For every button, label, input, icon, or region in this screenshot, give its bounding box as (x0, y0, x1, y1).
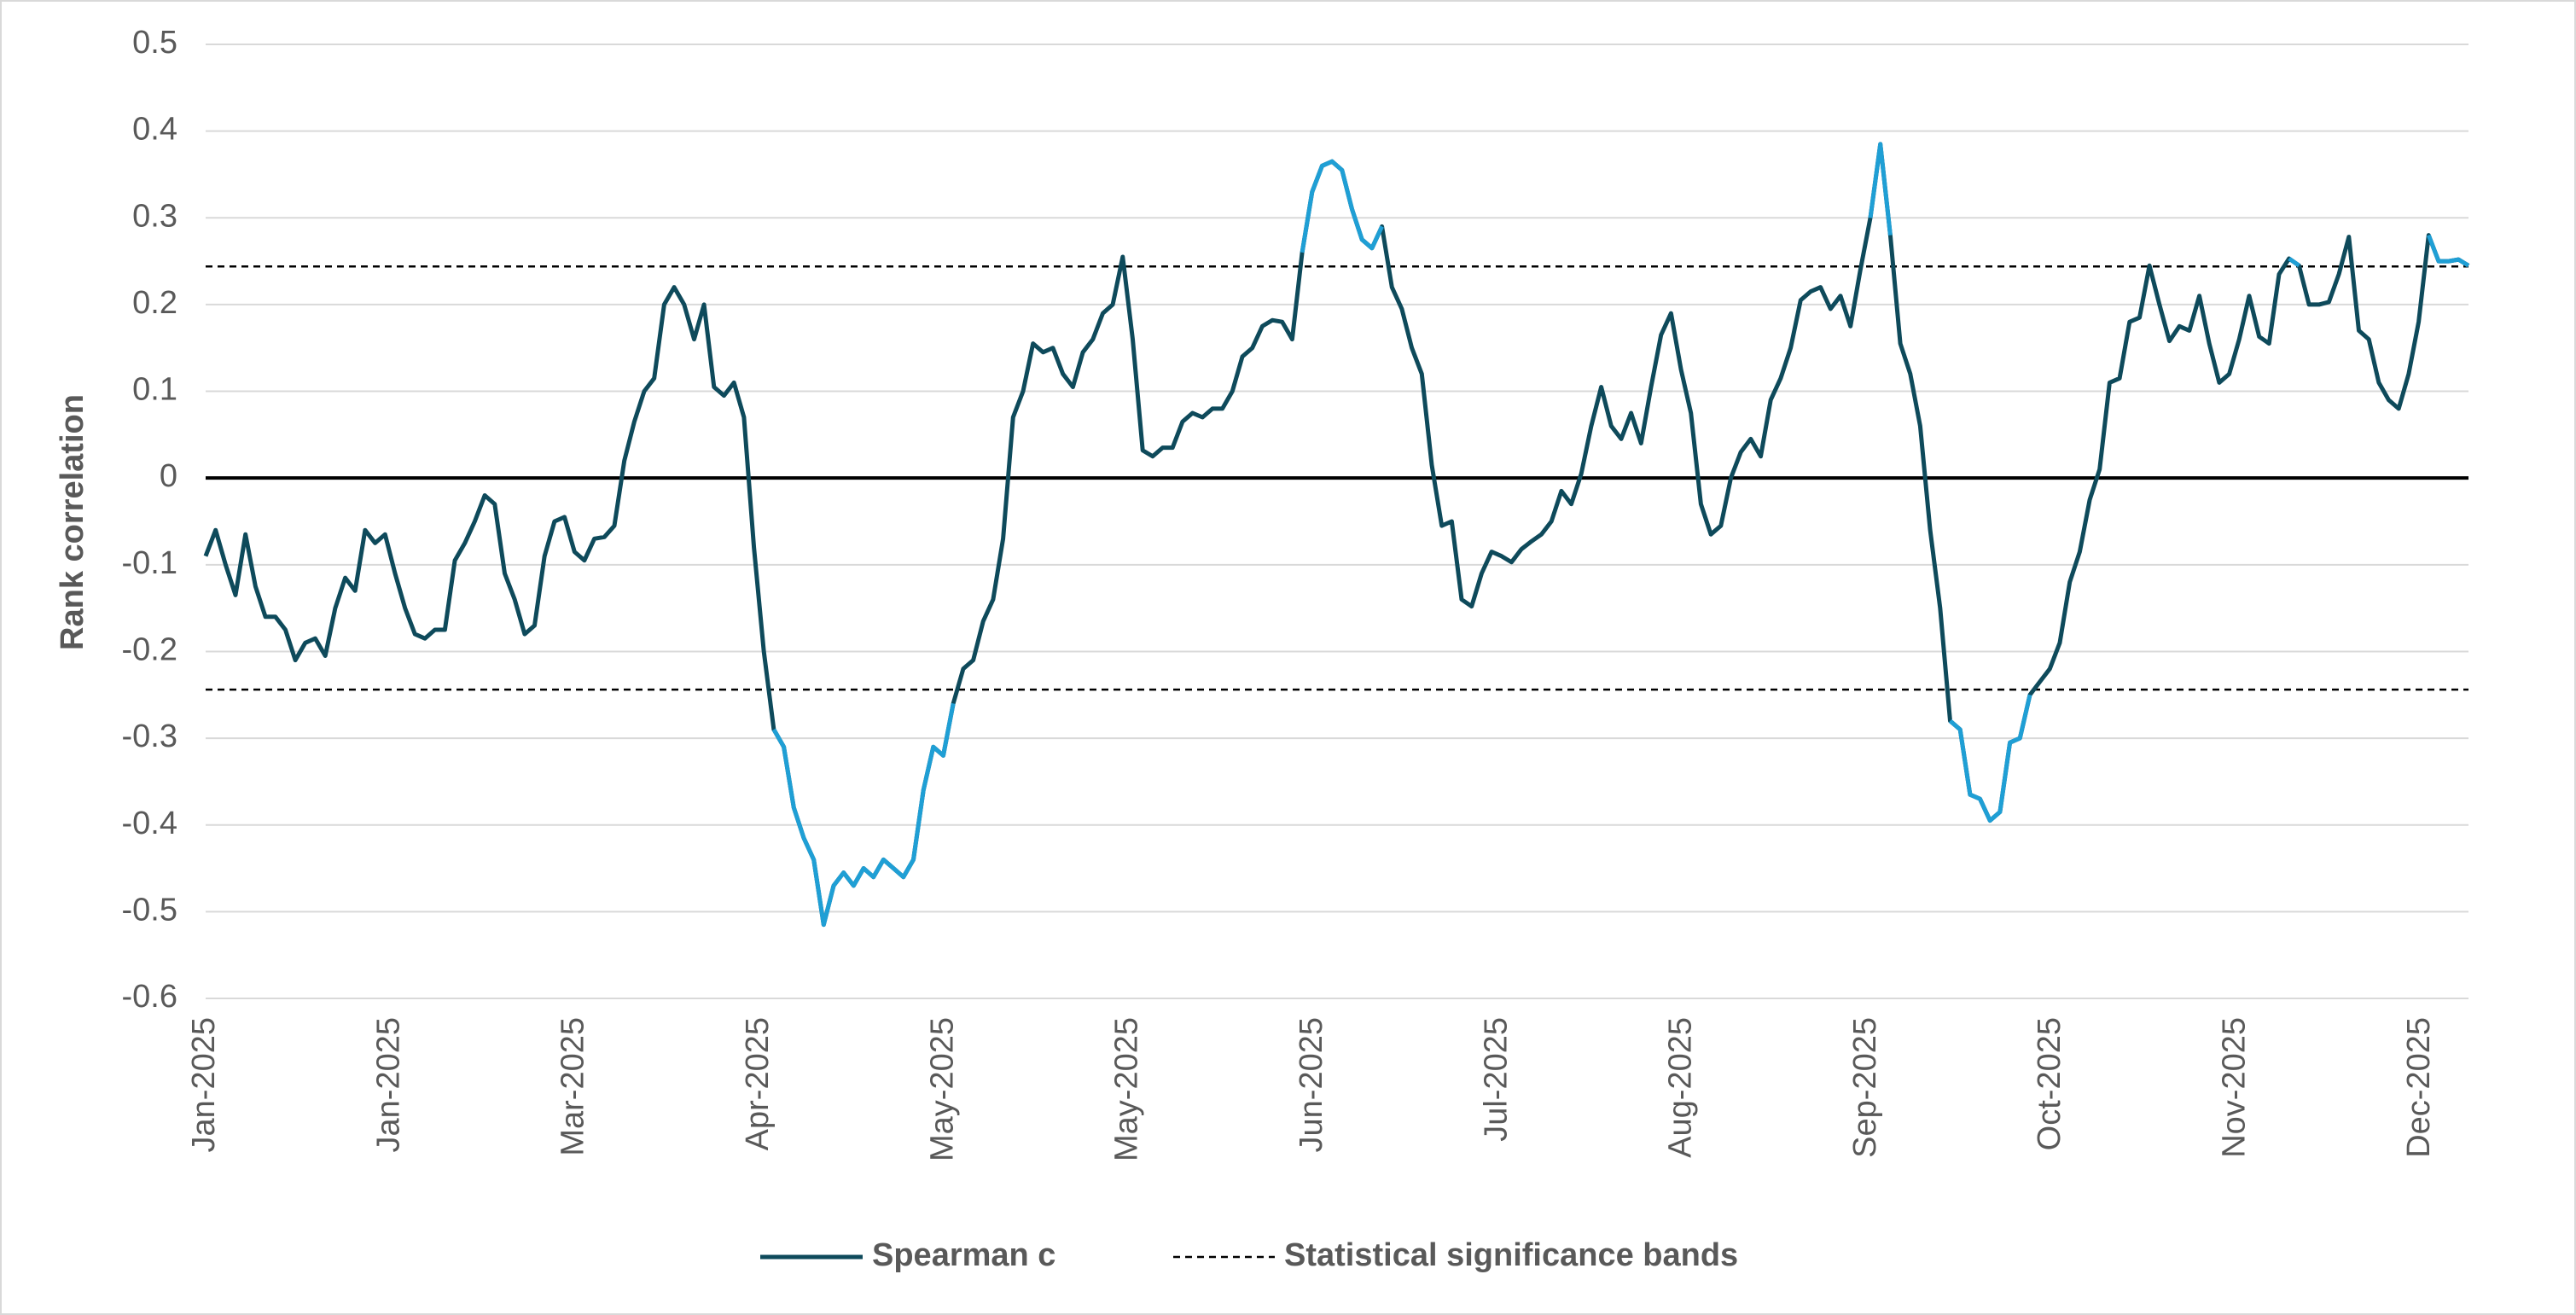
x-tick-label: May-2025 (1109, 1017, 1145, 1161)
x-tick-label: Oct-2025 (2032, 1017, 2067, 1150)
significant-segment (1300, 159, 1384, 253)
x-tick-label: Aug-2025 (1663, 1017, 1699, 1158)
legend-label: Statistical significance bands (1284, 1237, 1738, 1273)
significant-segment (2426, 234, 2470, 268)
significant-segment (771, 702, 956, 928)
significant-segment (1868, 142, 1893, 236)
x-tick-label: Nov-2025 (2217, 1017, 2253, 1158)
y-axis-title: Rank correlation (55, 394, 90, 650)
y-tick-label: -0.1 (122, 545, 177, 581)
y-tick-label: -0.6 (122, 979, 177, 1015)
significant-segment (2288, 256, 2300, 268)
y-tick-label: 0 (160, 458, 177, 494)
x-tick-label: Sep-2025 (1847, 1017, 1883, 1158)
y-tick-label: 0.3 (132, 198, 177, 234)
y-tick-label: -0.4 (122, 806, 177, 841)
y-tick-label: 0.4 (132, 112, 177, 148)
legend-label: Spearman c (872, 1237, 1055, 1273)
y-tick-label: 0.2 (132, 285, 177, 321)
y-tick-label: 0.1 (132, 372, 177, 408)
y-tick-label: -0.5 (122, 892, 177, 928)
y-tick-label: 0.5 (132, 25, 177, 61)
x-tick-label: May-2025 (924, 1017, 960, 1161)
significant-segment (1948, 694, 2032, 823)
y-tick-label: -0.3 (122, 719, 177, 754)
y-tick-label: -0.2 (122, 631, 177, 667)
x-tick-label: Apr-2025 (740, 1017, 776, 1150)
x-tick-label: Dec-2025 (2401, 1017, 2437, 1158)
x-tick-label: Jun-2025 (1294, 1017, 1329, 1152)
x-tick-label: Mar-2025 (555, 1017, 591, 1156)
x-tick-label: Jan-2025 (186, 1017, 222, 1152)
x-tick-label: Jul-2025 (1478, 1017, 1514, 1142)
x-tick-label: Jan-2025 (370, 1017, 406, 1152)
